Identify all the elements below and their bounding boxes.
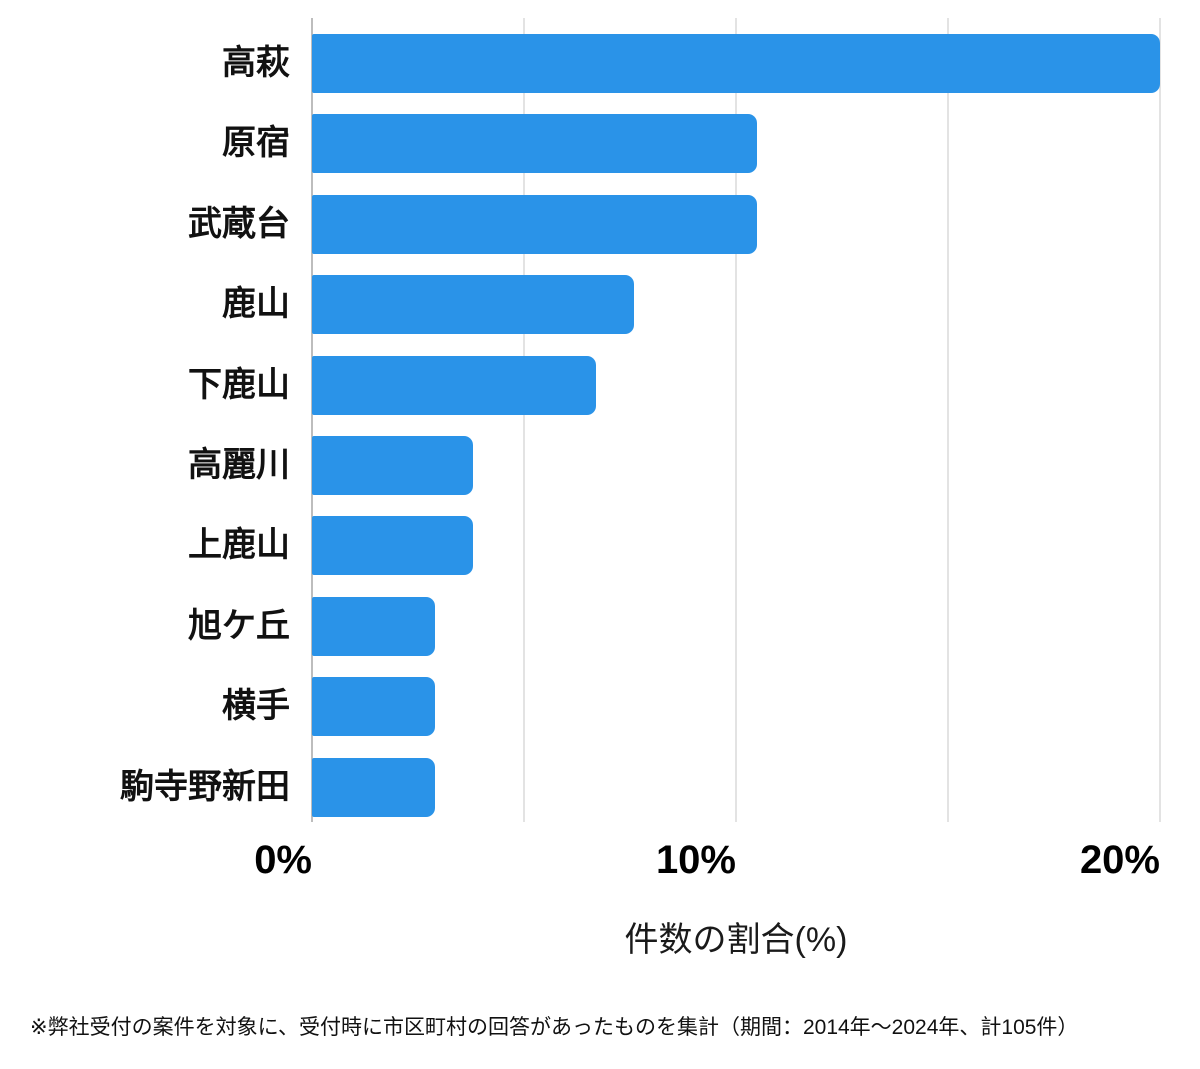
x-axis-title: 件数の割合(%) (624, 921, 848, 959)
x-tick-label: 10% (655, 838, 736, 882)
x-axis-ticks: 0% 10% 20% (254, 838, 1160, 888)
category-label: 横手 (222, 687, 290, 726)
category-label: 高麗川 (188, 446, 290, 484)
gridline (1159, 18, 1161, 822)
plot-area (311, 18, 1161, 822)
x-tick-label: 0% (254, 838, 312, 882)
gridline (735, 18, 737, 822)
chart-footnote: ※弊社受付の案件を対象に、受付時に市区町村の回答があったものを集計（期間：201… (30, 1016, 1079, 1039)
bar-横手 (312, 677, 435, 737)
category-label: 武蔵台 (188, 204, 290, 243)
bar-高麗川 (312, 436, 474, 495)
category-label: 原宿 (222, 124, 290, 163)
category-label: 鹿山 (222, 285, 290, 324)
category-label: 高萩 (222, 44, 290, 82)
y-axis-line (311, 18, 313, 822)
gridline (947, 18, 949, 822)
bar-旭ケ丘 (312, 596, 435, 656)
category-label: 上鹿山 (188, 526, 290, 565)
bar-武蔵台 (312, 194, 758, 254)
category-label: 旭ケ丘 (188, 606, 290, 645)
bar-下鹿山 (312, 355, 597, 415)
bar-高萩 (312, 34, 1160, 93)
category-label: 下鹿山 (188, 365, 290, 404)
bar-原宿 (312, 114, 758, 174)
x-tick-label: 20% (1079, 838, 1160, 882)
bar-鹿山 (312, 275, 635, 335)
gridline (523, 18, 525, 822)
category-label: 駒寺野新田 (120, 767, 290, 806)
bar-上鹿山 (312, 516, 474, 576)
bar-駒寺野新田 (312, 757, 435, 817)
